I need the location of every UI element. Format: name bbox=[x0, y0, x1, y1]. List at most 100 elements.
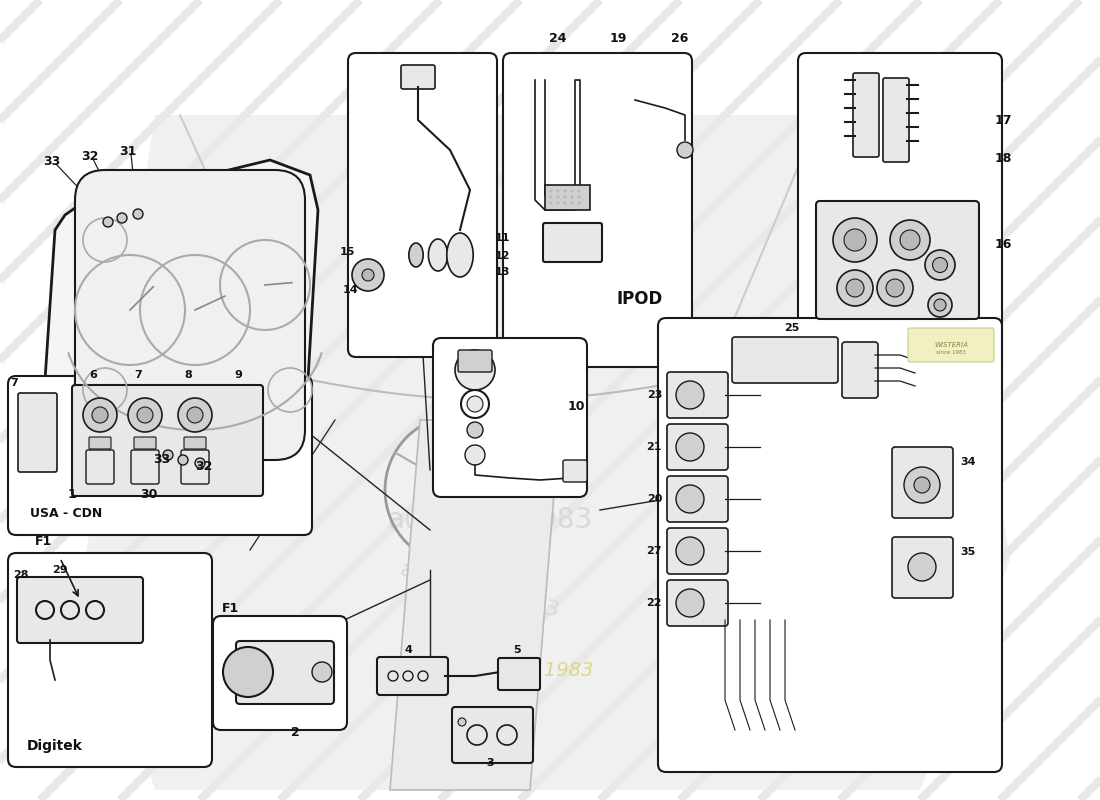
FancyBboxPatch shape bbox=[563, 460, 587, 482]
Circle shape bbox=[223, 647, 273, 697]
FancyBboxPatch shape bbox=[182, 450, 209, 484]
Circle shape bbox=[676, 433, 704, 461]
Circle shape bbox=[676, 589, 704, 617]
Circle shape bbox=[362, 269, 374, 281]
Text: 13: 13 bbox=[495, 267, 510, 277]
Circle shape bbox=[557, 202, 560, 205]
Text: 7: 7 bbox=[10, 378, 18, 388]
Circle shape bbox=[928, 293, 952, 317]
Circle shape bbox=[877, 270, 913, 306]
FancyBboxPatch shape bbox=[892, 537, 953, 598]
FancyBboxPatch shape bbox=[732, 337, 838, 383]
Circle shape bbox=[571, 195, 573, 198]
Circle shape bbox=[886, 279, 904, 297]
Circle shape bbox=[933, 258, 947, 273]
FancyBboxPatch shape bbox=[402, 65, 434, 89]
Circle shape bbox=[352, 259, 384, 291]
Text: 34: 34 bbox=[960, 457, 976, 467]
Circle shape bbox=[837, 270, 873, 306]
Circle shape bbox=[103, 217, 113, 227]
Text: autosince1983: autosince1983 bbox=[398, 559, 562, 621]
FancyBboxPatch shape bbox=[134, 437, 156, 449]
Text: 23: 23 bbox=[647, 390, 662, 400]
Text: 7: 7 bbox=[134, 370, 142, 380]
Text: 21: 21 bbox=[647, 442, 662, 452]
Text: 4: 4 bbox=[404, 645, 411, 655]
Text: 35: 35 bbox=[960, 547, 976, 557]
FancyBboxPatch shape bbox=[816, 201, 979, 319]
FancyBboxPatch shape bbox=[184, 437, 206, 449]
FancyBboxPatch shape bbox=[667, 476, 728, 522]
Circle shape bbox=[914, 477, 929, 493]
Circle shape bbox=[563, 202, 566, 205]
Circle shape bbox=[563, 195, 566, 198]
FancyBboxPatch shape bbox=[852, 73, 879, 157]
Ellipse shape bbox=[409, 243, 424, 267]
Text: since 1983: since 1983 bbox=[487, 661, 593, 679]
FancyBboxPatch shape bbox=[433, 338, 587, 497]
Text: 8: 8 bbox=[184, 370, 191, 380]
Polygon shape bbox=[390, 420, 560, 790]
Text: 19: 19 bbox=[609, 32, 627, 45]
Circle shape bbox=[455, 350, 495, 390]
Text: 14: 14 bbox=[342, 285, 358, 295]
Circle shape bbox=[846, 279, 864, 297]
Text: 17: 17 bbox=[996, 114, 1012, 126]
FancyBboxPatch shape bbox=[8, 376, 312, 535]
Circle shape bbox=[676, 381, 704, 409]
Circle shape bbox=[925, 250, 955, 280]
Circle shape bbox=[563, 190, 566, 193]
Text: WISTERIA: WISTERIA bbox=[934, 342, 968, 348]
FancyBboxPatch shape bbox=[16, 577, 143, 643]
Text: 26: 26 bbox=[671, 32, 689, 45]
FancyBboxPatch shape bbox=[842, 342, 878, 398]
Circle shape bbox=[92, 407, 108, 423]
Circle shape bbox=[550, 202, 552, 205]
Text: since 1983: since 1983 bbox=[936, 350, 966, 355]
Circle shape bbox=[908, 553, 936, 581]
FancyBboxPatch shape bbox=[89, 437, 111, 449]
FancyBboxPatch shape bbox=[213, 616, 346, 730]
FancyBboxPatch shape bbox=[503, 53, 692, 367]
Text: 24: 24 bbox=[549, 32, 566, 45]
FancyBboxPatch shape bbox=[377, 657, 448, 695]
Circle shape bbox=[178, 455, 188, 465]
Text: 32: 32 bbox=[195, 460, 212, 473]
Circle shape bbox=[458, 718, 466, 726]
Polygon shape bbox=[544, 185, 590, 210]
Circle shape bbox=[465, 445, 485, 465]
Text: 30: 30 bbox=[140, 488, 157, 501]
Ellipse shape bbox=[428, 239, 448, 271]
FancyBboxPatch shape bbox=[75, 170, 305, 460]
Text: 33: 33 bbox=[153, 453, 170, 466]
Circle shape bbox=[82, 398, 117, 432]
Text: 25: 25 bbox=[784, 323, 800, 333]
Text: F1: F1 bbox=[35, 535, 53, 548]
Circle shape bbox=[904, 467, 940, 503]
Text: 3: 3 bbox=[486, 758, 494, 768]
FancyBboxPatch shape bbox=[667, 528, 728, 574]
FancyBboxPatch shape bbox=[8, 553, 212, 767]
Circle shape bbox=[934, 299, 946, 311]
Text: 32: 32 bbox=[81, 150, 99, 163]
Text: 1: 1 bbox=[68, 488, 77, 501]
Text: F1: F1 bbox=[222, 602, 240, 615]
Text: 6: 6 bbox=[89, 370, 97, 380]
FancyBboxPatch shape bbox=[86, 450, 114, 484]
FancyBboxPatch shape bbox=[883, 78, 909, 162]
Circle shape bbox=[890, 220, 930, 260]
FancyBboxPatch shape bbox=[798, 53, 1002, 377]
Text: 31: 31 bbox=[119, 145, 136, 158]
Circle shape bbox=[312, 662, 332, 682]
FancyBboxPatch shape bbox=[892, 447, 953, 518]
Circle shape bbox=[187, 407, 204, 423]
FancyBboxPatch shape bbox=[498, 658, 540, 690]
Text: 22: 22 bbox=[647, 598, 662, 608]
Circle shape bbox=[578, 190, 581, 193]
FancyBboxPatch shape bbox=[72, 385, 263, 496]
Text: autosince1983: autosince1983 bbox=[387, 506, 593, 534]
Polygon shape bbox=[85, 115, 1010, 790]
FancyBboxPatch shape bbox=[667, 580, 728, 626]
Circle shape bbox=[550, 195, 552, 198]
Text: 12: 12 bbox=[495, 251, 510, 261]
